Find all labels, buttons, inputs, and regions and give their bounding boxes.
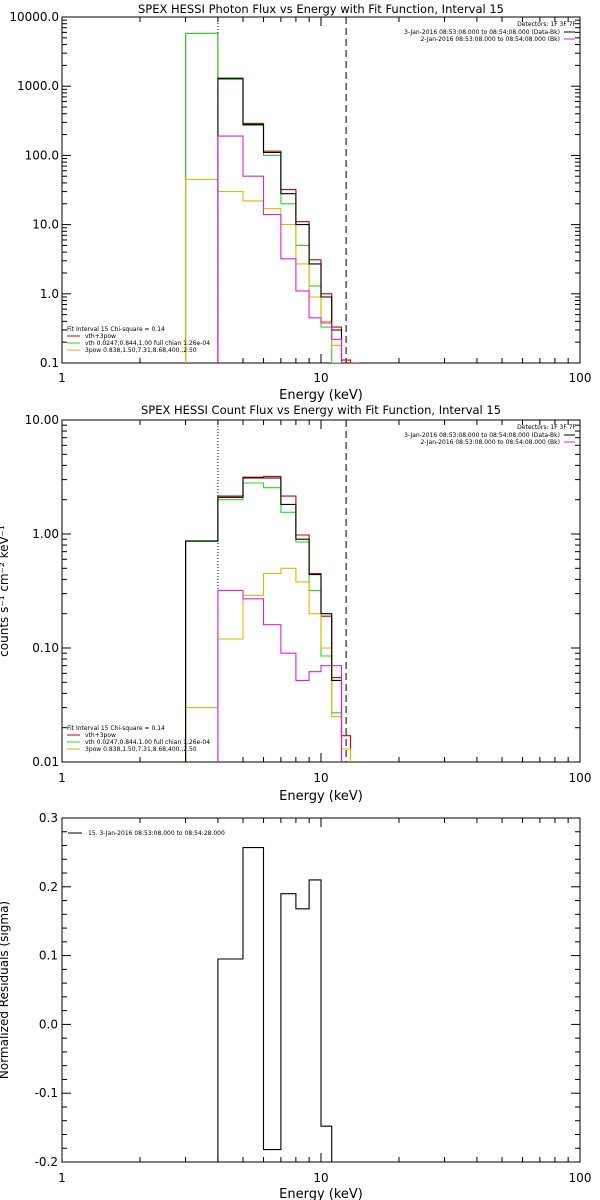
legend-entry-label: vth+3pow (85, 732, 116, 739)
series-group (185, 32, 360, 363)
legend-top-left: 15. 3-Jan-2016 08:53:08.000 to 08:54:28.… (68, 830, 225, 837)
legend-entry-label: 2-Jan-2016 08:53:08.000 to 08:54:08.000 … (420, 36, 560, 43)
series-vth (185, 482, 343, 762)
series-data (217, 77, 343, 363)
x-tick-label: 100 (569, 1171, 592, 1185)
chart-panel-3: 1 10 100 Energy (keV) -0.2 -0.1 0.0 0.1 0.2 0.3 No… (0, 811, 591, 1200)
legend-top-right: Detectors: 1F 3F 7F3-Jan-2016 08:53:08.0… (404, 424, 576, 446)
series-background (217, 135, 343, 363)
series-residuals (217, 847, 343, 1162)
x-axis-ticks (61, 17, 581, 363)
legend-entry-label: 3-Jan-2016 08:53:08.000 to 08:54:08.000 … (404, 29, 560, 36)
detectors-label: Detectors: 1F 3F 7F (517, 21, 576, 28)
x-tick-label: 1 (58, 1171, 66, 1185)
series-data (185, 477, 343, 762)
legend-entry-label: vth 0.0247,0.844,1.00 full chian 1.26e-0… (85, 340, 210, 347)
series-3pow (185, 178, 343, 363)
detectors-label: Detectors: 1F 3F 7F (517, 424, 576, 431)
legend-entry-label: 2-Jan-2016 08:53:08.000 to 08:54:08.000 … (420, 439, 560, 446)
legend-entry-label: 15. 3-Jan-2016 08:53:08.000 to 08:54:28.… (88, 830, 225, 837)
y-tick-label: 1000.0 (17, 79, 59, 93)
y-tick-label: 10.00 (25, 413, 59, 427)
x-tick-label: 100 (569, 371, 592, 385)
y-tick-label: 0.01 (32, 755, 59, 769)
series-group (217, 847, 343, 1162)
series-background (217, 589, 343, 762)
x-tick-label: 10 (313, 771, 328, 785)
legend-bottom-left: Fit Interval 15 Chi-square = 0.14vth+3po… (67, 725, 210, 753)
chart-panel-1: SPEX HESSI Photon Flux vs Energy with Fi… (9, 2, 591, 403)
series-group (185, 475, 352, 762)
y-tick-label: 1.00 (32, 527, 59, 541)
y-tick-label: 0.1 (40, 356, 59, 370)
fit-chi-square-label: Fit Interval 15 Chi-square = 0.14 (67, 725, 165, 732)
chart-panel-2: SPEX HESSI Count Flux vs Energy with Fit… (0, 403, 591, 804)
x-tick-label: 1 (58, 371, 66, 385)
fit-chi-square-label: Fit Interval 15 Chi-square = 0.14 (67, 326, 165, 333)
x-tick-label: 10 (313, 371, 328, 385)
y-axis-label: Normalized Residuals (sigma) (0, 901, 11, 1079)
legend-entry-label: vth 0.0247,0.844,1.00 full chian 1.26e-0… (85, 739, 210, 746)
y-tick-label: 0.0 (39, 1017, 58, 1031)
legend-entry-label: vth+3pow (85, 333, 116, 340)
y-tick-label: 1.0 (40, 287, 59, 301)
x-axis-label: Energy (keV) (279, 1187, 363, 1200)
y-axis-ticks (62, 424, 580, 763)
y-tick-label: 0.2 (39, 880, 58, 894)
chart-title: SPEX HESSI Photon Flux vs Energy with Fi… (138, 2, 504, 16)
y-tick-label: 0.1 (39, 949, 58, 963)
y-axis-ticks (62, 19, 580, 364)
series-vth (185, 32, 343, 363)
y-axis-ticks (62, 817, 580, 1163)
legend-bottom-left: Fit Interval 15 Chi-square = 0.14vth+3po… (67, 326, 210, 354)
legend-entry-label: 3-Jan-2016 08:53:08.000 to 08:54:08.000 … (404, 432, 560, 439)
x-axis-label: Energy (keV) (279, 388, 363, 403)
x-tick-label: 100 (569, 771, 592, 785)
chart-title: SPEX HESSI Count Flux vs Energy with Fit… (141, 403, 501, 417)
y-tick-label: 0.10 (32, 641, 59, 655)
x-tick-label: 10 (313, 1171, 328, 1185)
y-tick-label: -0.2 (35, 1155, 58, 1169)
x-axis-label: Energy (keV) (279, 789, 363, 804)
legend-entry-label: 3pow 0.838,1.50,7.31,8.68,400.,2.50 (85, 347, 197, 354)
y-tick-label: 10000.0 (9, 10, 59, 24)
y-tick-label: -0.1 (35, 1086, 58, 1100)
y-tick-label: 100.0 (25, 148, 59, 162)
legend-entry-label: 3pow 0.838,1.50,7.31,8.68,400.,2.50 (85, 746, 197, 753)
y-tick-label: 10.0 (32, 218, 59, 232)
series-3pow (185, 567, 352, 762)
legend-top-right: Detectors: 1F 3F 7F3-Jan-2016 08:53:08.0… (404, 21, 576, 43)
y-axis-label: counts s⁻¹ cm⁻² keV⁻¹ (0, 525, 11, 657)
y-tick-label: 0.3 (39, 811, 58, 825)
x-tick-label: 1 (58, 771, 66, 785)
